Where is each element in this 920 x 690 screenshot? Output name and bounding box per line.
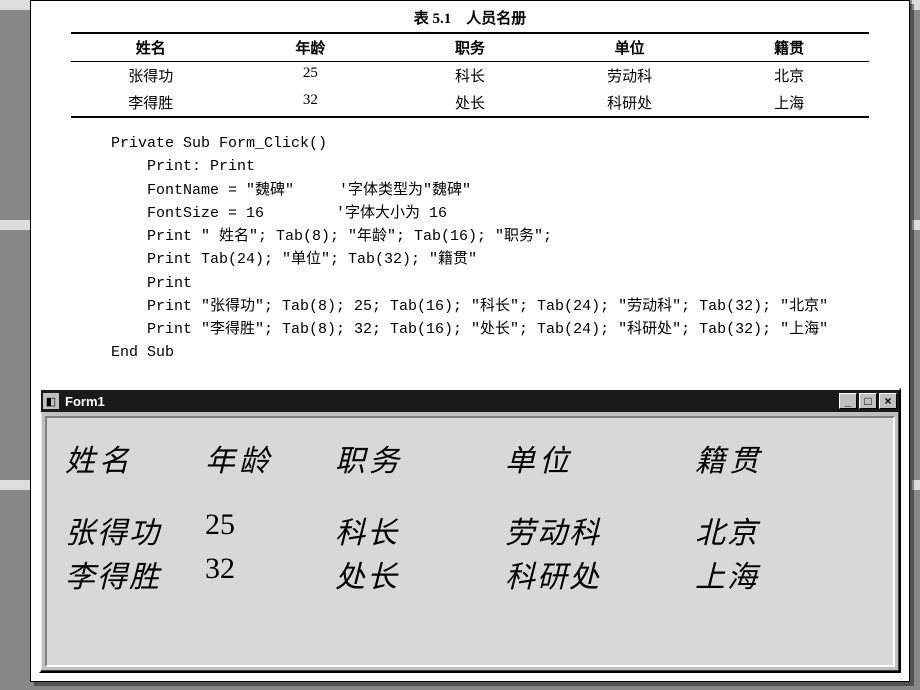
- output-header-row: 姓名 年龄 职务 单位 籍贯: [65, 436, 883, 480]
- cell: 处长: [390, 89, 550, 116]
- cell: 张得功: [71, 62, 231, 89]
- code-line: Print "张得功"; Tab(8); 25; Tab(16); "科长"; …: [111, 298, 828, 315]
- personnel-table: 姓名 年龄 职务 单位 籍贯 张得功 25 科长 劳动科 北京 李得胜 32 处…: [71, 32, 869, 118]
- minimize-button[interactable]: _: [839, 393, 857, 409]
- out-cell: 单位: [505, 436, 695, 480]
- out-cell: 姓名: [65, 436, 205, 480]
- table-row: 张得功 25 科长 劳动科 北京: [71, 62, 869, 89]
- close-button[interactable]: ×: [879, 393, 897, 409]
- code-line: FontName = "魏碑" '字体类型为"魏碑": [111, 182, 471, 199]
- col-header: 年龄: [231, 34, 391, 61]
- output-row: 张得功 25 科长 劳动科 北京: [65, 508, 883, 552]
- out-cell: 处长: [335, 552, 505, 596]
- table-caption: 表 5.1 人员名册: [31, 1, 909, 32]
- cell: 北京: [709, 62, 869, 89]
- out-cell: 北京: [695, 508, 845, 552]
- code-line: Print: [111, 275, 192, 292]
- table-header-row: 姓名 年龄 职务 单位 籍贯: [71, 34, 869, 62]
- out-cell: 25: [205, 508, 335, 552]
- out-cell: 科长: [335, 508, 505, 552]
- cell: 32: [231, 89, 391, 116]
- code-line: Private Sub Form_Click(): [111, 135, 327, 152]
- out-cell: 年龄: [205, 436, 335, 480]
- cell: 25: [231, 62, 391, 89]
- code-line: FontSize = 16 '字体大小为 16: [111, 205, 447, 222]
- cell: 上海: [709, 89, 869, 116]
- form1-window: ◧ Form1 _ □ × 姓名 年龄 职务 单位 籍贯 张得功 25 科长 劳…: [39, 388, 901, 673]
- output-row: 李得胜 32 处长 科研处 上海: [65, 552, 883, 596]
- code-line: End Sub: [111, 344, 174, 361]
- cell: 科长: [390, 62, 550, 89]
- out-cell: 上海: [695, 552, 845, 596]
- cell: 李得胜: [71, 89, 231, 116]
- table-row: 李得胜 32 处长 科研处 上海: [71, 89, 869, 116]
- out-cell: 科研处: [505, 552, 695, 596]
- out-cell: 劳动科: [505, 508, 695, 552]
- code-line: Print: Print: [111, 158, 255, 175]
- col-header: 职务: [390, 34, 550, 61]
- col-header: 单位: [550, 34, 710, 61]
- form-client-area: 姓名 年龄 职务 单位 籍贯 张得功 25 科长 劳动科 北京 李得胜 32 处…: [45, 416, 895, 667]
- out-cell: 职务: [335, 436, 505, 480]
- form-icon: ◧: [43, 393, 59, 409]
- code-line: Print Tab(24); "单位"; Tab(32); "籍贯": [111, 251, 477, 268]
- code-line: Print " 姓名"; Tab(8); "年龄"; Tab(16); "职务"…: [111, 228, 552, 245]
- code-block: Private Sub Form_Click() Print: Print Fo…: [111, 132, 909, 365]
- titlebar[interactable]: ◧ Form1 _ □ ×: [41, 390, 899, 412]
- document-page: 表 5.1 人员名册 姓名 年龄 职务 单位 籍贯 张得功 25 科长 劳动科 …: [30, 0, 910, 682]
- out-cell: 籍贯: [695, 436, 845, 480]
- out-cell: 张得功: [65, 508, 205, 552]
- col-header: 姓名: [71, 34, 231, 61]
- cell: 科研处: [550, 89, 710, 116]
- col-header: 籍贯: [709, 34, 869, 61]
- out-cell: 32: [205, 552, 335, 596]
- window-title: Form1: [63, 394, 837, 409]
- code-line: Print "李得胜"; Tab(8); 32; Tab(16); "处长"; …: [111, 321, 828, 338]
- maximize-button[interactable]: □: [859, 393, 877, 409]
- cell: 劳动科: [550, 62, 710, 89]
- out-cell: 李得胜: [65, 552, 205, 596]
